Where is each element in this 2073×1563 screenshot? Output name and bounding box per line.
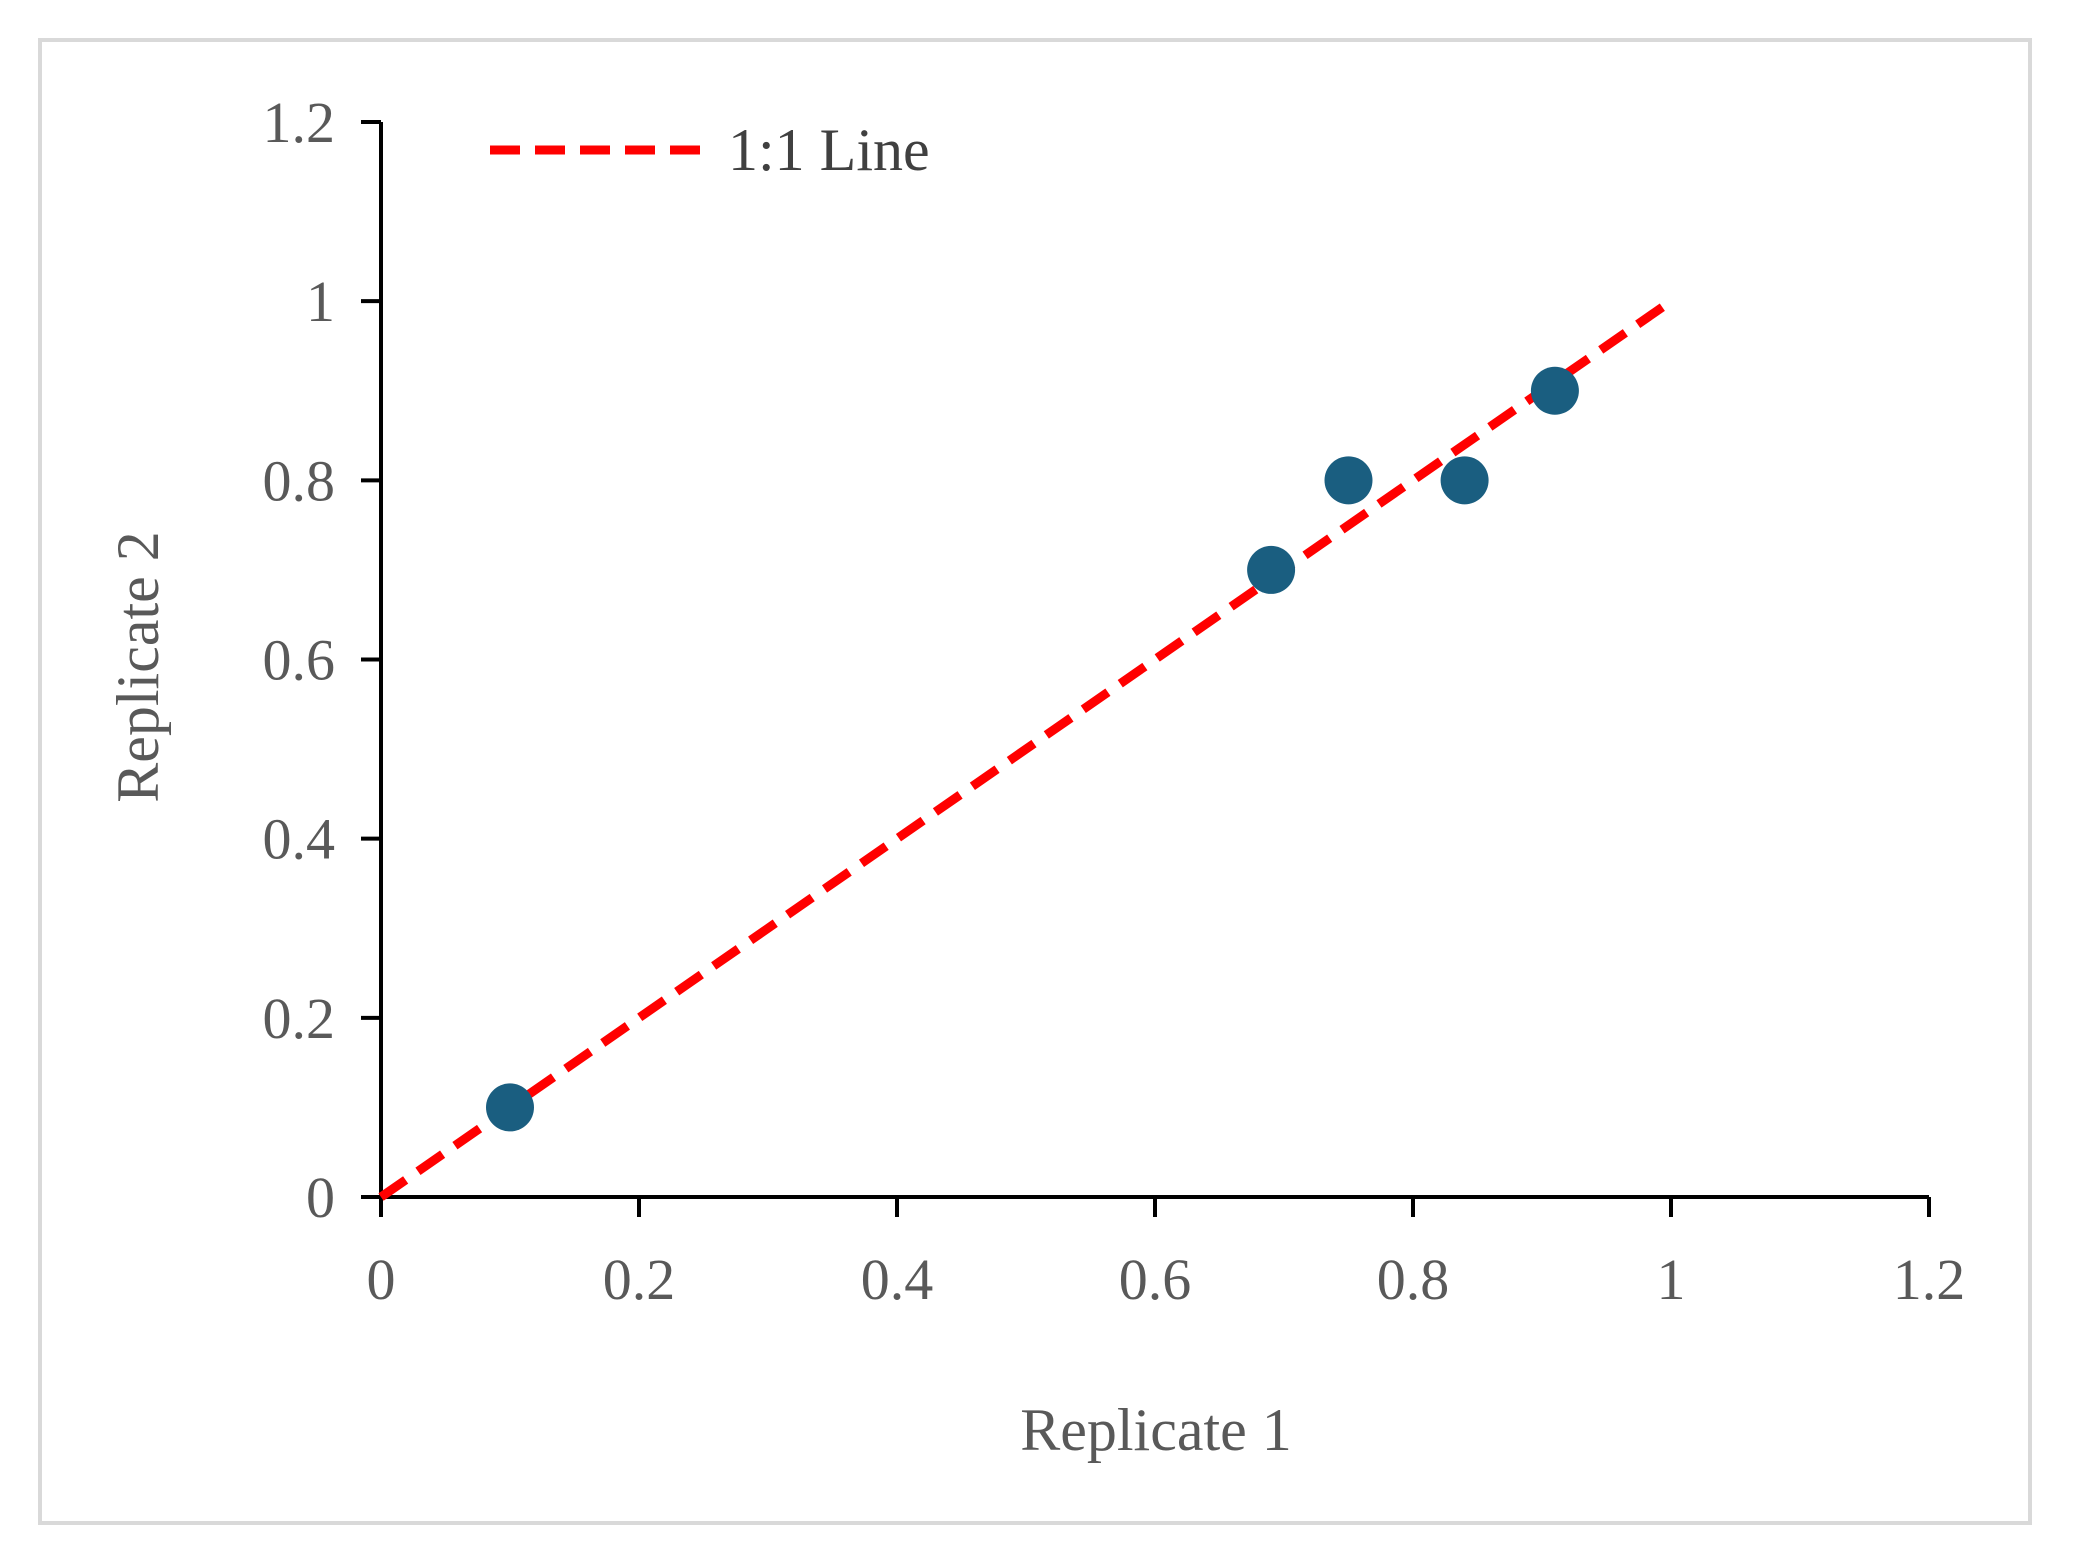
y-tick-label: 0.8: [263, 448, 336, 513]
data-point: [1530, 366, 1579, 415]
y-axis-title: Replicate 2: [105, 531, 171, 803]
x-axis-ticks: 0 0.2 0.4 0.6 0.8 1 1.2: [367, 1197, 1966, 1312]
scatter-chart: 0 0.2 0.4 0.6 0.8 1 1.2 0 0.2 0.4 0.6 0.8 1 1.2 Repl…: [105, 90, 1966, 1463]
data-point: [1247, 545, 1296, 594]
data-point: [1324, 456, 1373, 505]
y-axis-ticks: 0 0.2 0.4 0.6 0.8 1 1.2: [263, 90, 381, 1230]
y-tick-label: 0: [306, 1165, 335, 1230]
x-tick-label: 0.6: [1119, 1247, 1192, 1312]
x-tick-label: 1: [1657, 1247, 1686, 1312]
x-tick-label: 0.2: [603, 1247, 676, 1312]
chart-frame: 0 0.2 0.4 0.6 0.8 1 1.2 0 0.2 0.4 0.6 0.8 1 1.2 Repl…: [38, 38, 2032, 1525]
y-tick-label: 0.2: [263, 986, 336, 1051]
x-tick-label: 0.8: [1377, 1247, 1450, 1312]
y-tick-label: 1: [306, 269, 335, 334]
x-tick-label: 0.4: [861, 1247, 934, 1312]
x-tick-label: 1.2: [1893, 1247, 1966, 1312]
y-tick-label: 1.2: [263, 90, 336, 155]
legend-label-1-1-line: 1:1 Line: [728, 117, 930, 183]
data-point: [1440, 456, 1489, 505]
x-tick-label: 0: [367, 1247, 396, 1312]
x-axis-title: Replicate 1: [1020, 1397, 1292, 1463]
one-to-one-line: [378, 297, 1674, 1201]
data-point: [486, 1083, 534, 1132]
series-points: [486, 366, 1579, 1132]
y-tick-label: 0.4: [263, 807, 336, 872]
series-lines: [378, 297, 1674, 1201]
y-tick-label: 0.6: [263, 628, 336, 693]
legend: 1:1 Line: [490, 117, 930, 183]
